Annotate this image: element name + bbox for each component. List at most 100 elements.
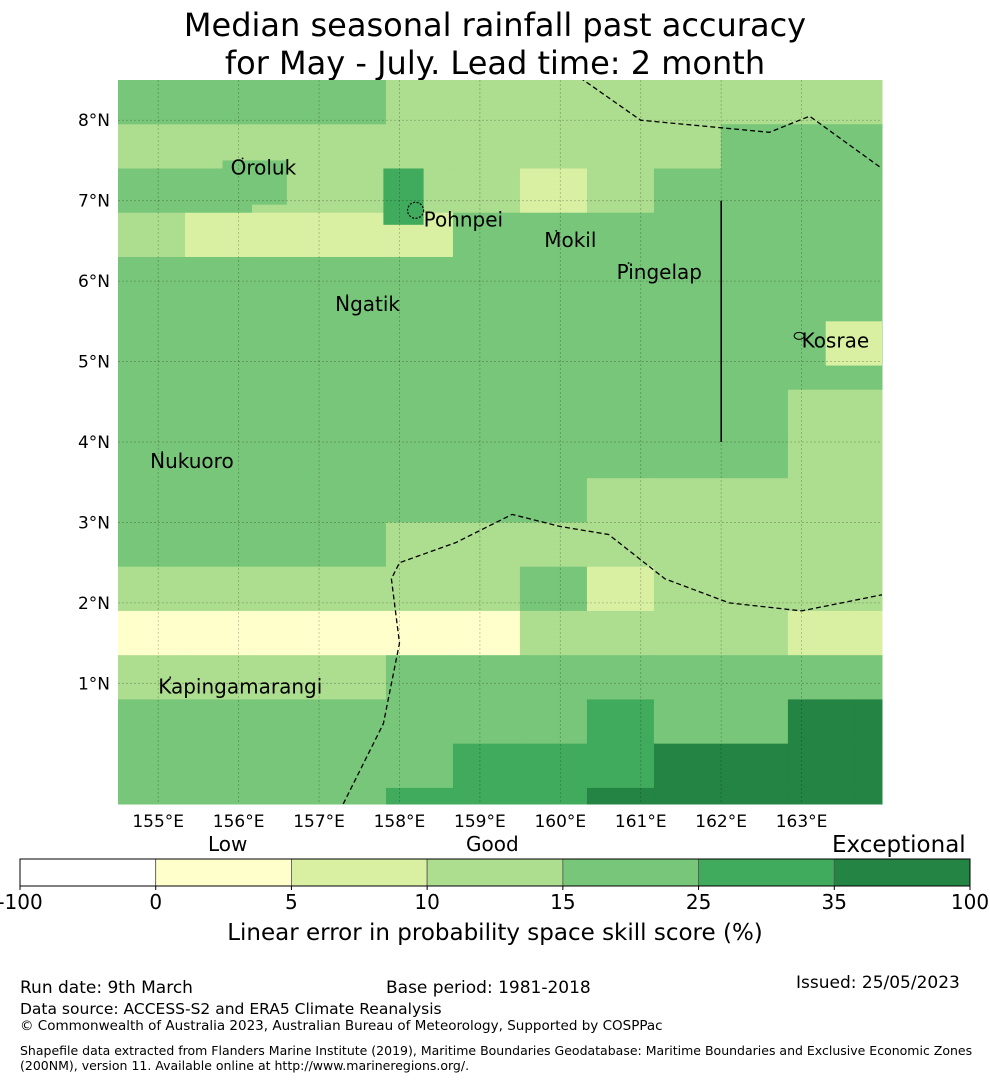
grid-cell xyxy=(519,168,588,214)
grid-cell xyxy=(318,433,387,479)
shapefile-credit-line-2: (200NM), version 11. Available online at… xyxy=(20,1058,470,1073)
island-dot xyxy=(627,262,630,264)
grid-cell xyxy=(118,345,186,391)
grid-cell xyxy=(787,124,856,169)
grid-cell xyxy=(118,743,186,789)
grid-cell xyxy=(653,301,722,346)
grid-cell xyxy=(586,478,655,523)
shapefile-credit-line-1: Shapefile data extracted from Flanders M… xyxy=(20,1043,973,1058)
grid-cell xyxy=(452,699,521,745)
grid-cell xyxy=(118,610,186,656)
grid-cell xyxy=(118,478,186,523)
colorbar-label-exceptional: Exceptional xyxy=(832,832,966,858)
lon-tick-label: 162°E xyxy=(695,812,747,832)
colorbar-segment xyxy=(291,858,428,887)
grid-cell xyxy=(720,610,789,656)
grid-cell xyxy=(519,389,588,435)
grid-cell xyxy=(854,610,883,656)
grid-cell xyxy=(653,433,722,479)
grid-cell xyxy=(586,787,655,805)
grid-cell xyxy=(854,80,883,125)
eez-boundary-north xyxy=(582,80,882,170)
run-date: Run date: 9th March xyxy=(20,978,193,998)
grid-cell xyxy=(184,743,253,789)
grid-cell xyxy=(854,389,883,435)
grid-cell xyxy=(452,655,521,700)
grid-cell xyxy=(787,168,856,214)
grid-cell xyxy=(787,389,856,435)
grid-cell xyxy=(653,124,722,169)
colorbar: -100 0 5 10 15 25 35 100 xyxy=(0,858,989,914)
grid-cell xyxy=(385,256,454,302)
grid-cell xyxy=(318,80,387,125)
lat-tick-label: 5°N xyxy=(78,353,110,373)
grid-cell xyxy=(720,345,789,391)
island-dot xyxy=(161,451,164,453)
colorbar-tick-label: 10 xyxy=(414,890,439,914)
grid-cell xyxy=(653,212,722,258)
grid-cell xyxy=(118,699,186,745)
grid-cell xyxy=(184,478,253,523)
grid-cell xyxy=(452,522,521,568)
colorbar-segment xyxy=(426,858,564,887)
grid-cell xyxy=(184,787,253,805)
colorbar-label-low: Low xyxy=(208,832,248,856)
grid-cell xyxy=(385,433,454,479)
maritime-boundaries xyxy=(342,80,882,804)
grid-cell xyxy=(653,566,722,612)
place-label: Ngatik xyxy=(335,292,400,316)
grid-cell xyxy=(452,389,521,435)
grid-cell xyxy=(385,743,454,789)
grid-cell xyxy=(385,301,454,346)
lat-tick-label: 3°N xyxy=(78,513,110,533)
island-dot xyxy=(169,676,172,679)
grid-cell xyxy=(385,610,454,656)
grid-cell xyxy=(720,212,789,258)
data-source: Data source: ACCESS-S2 and ERA5 Climate … xyxy=(20,1000,442,1018)
eez-boundary-south xyxy=(342,513,882,804)
grid-cell xyxy=(519,478,588,523)
grid-cell xyxy=(653,610,722,656)
colorbar-tick-label: -100 xyxy=(0,890,43,914)
place-label: Pingelap xyxy=(617,260,702,284)
grid-cell xyxy=(720,478,789,523)
copyright: © Commonwealth of Australia 2023, Austra… xyxy=(20,1018,663,1034)
grid-cell xyxy=(385,478,454,523)
grid-cell xyxy=(653,655,722,700)
grid-cell xyxy=(787,433,856,479)
grid-cell xyxy=(118,80,186,125)
grid-cell xyxy=(251,610,320,656)
grid-cell-patch xyxy=(825,321,882,366)
grid-cell xyxy=(318,256,387,302)
colorbar-tick-label: 0 xyxy=(149,890,162,914)
grid-cell xyxy=(318,522,387,568)
grid-cell xyxy=(653,345,722,391)
grid-cell xyxy=(452,478,521,523)
map-title-line-2: for May - July. Lead time: 2 month xyxy=(224,44,766,82)
colorbar-tick-label: 25 xyxy=(686,890,711,914)
grid-cell xyxy=(854,655,883,700)
colorbar-tick-label: 35 xyxy=(822,890,847,914)
grid-cell xyxy=(720,124,789,169)
colorbar-axis-label: Linear error in probability space skill … xyxy=(227,920,763,946)
grid-cell xyxy=(184,301,253,346)
grid-cell xyxy=(586,124,655,169)
grid-cell xyxy=(452,124,521,169)
lon-tick-label: 159°E xyxy=(454,812,506,832)
grid-cell xyxy=(184,655,253,700)
grid-cell xyxy=(720,655,789,700)
grid-cell xyxy=(653,699,722,745)
grid-cell xyxy=(586,610,655,656)
grid-cell xyxy=(653,389,722,435)
grid-cell xyxy=(854,787,883,805)
grid-cell xyxy=(720,256,789,302)
grid-cell xyxy=(251,478,320,523)
islands: Oroluk Pohnpei Mokil Pingelap Ngatik Kosrae Nu… xyxy=(150,155,869,698)
grid-cell xyxy=(720,743,789,789)
grid-cell xyxy=(385,566,454,612)
lat-tick-label: 6°N xyxy=(78,272,110,292)
grid-cell xyxy=(854,743,883,789)
grid-cell xyxy=(653,256,722,302)
grid-cell xyxy=(118,522,186,568)
grid-cell xyxy=(318,743,387,789)
